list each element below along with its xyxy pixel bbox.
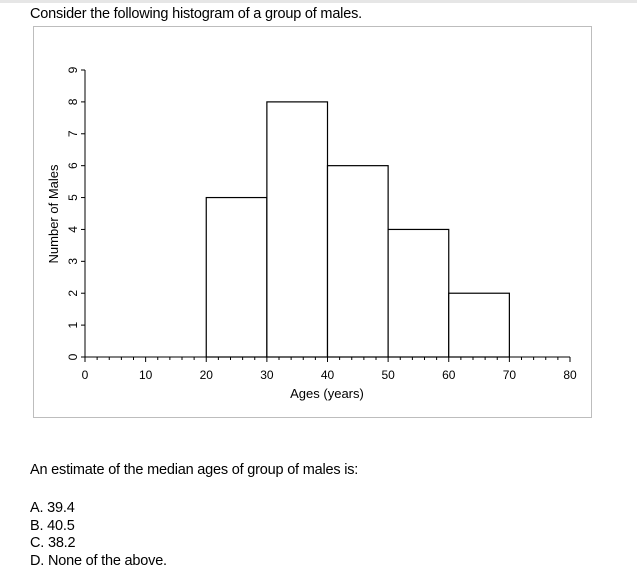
- histogram-bar-20-30: [205, 196, 268, 358]
- option-text: 40.5: [47, 517, 75, 534]
- x-axis-title: Ages (years): [290, 386, 364, 401]
- x-tick-label-40: 40: [321, 368, 335, 382]
- histogram-bar-30-40: [266, 101, 329, 358]
- option-b[interactable]: B. 40.5: [30, 518, 167, 536]
- histogram-bar-60-70: [448, 292, 510, 358]
- y-tick-label-5: 5: [66, 194, 80, 201]
- y-tick-label-6: 6: [66, 162, 80, 169]
- y-axis-title: Number of Males: [46, 164, 61, 263]
- option-letter: B.: [30, 517, 44, 534]
- y-axis-title-group: Number of Males: [46, 164, 61, 263]
- x-tick-label-20: 20: [200, 368, 214, 382]
- option-text: 39.4: [47, 500, 75, 516]
- y-tick-label-0: 0: [66, 353, 80, 360]
- top-divider: [0, 0, 637, 3]
- y-tick-label-8: 8: [66, 98, 80, 105]
- x-tick-label-10: 10: [139, 368, 153, 382]
- option-letter: A.: [30, 500, 44, 516]
- y-tick-label-3: 3: [66, 258, 80, 265]
- option-text: None of the above.: [47, 552, 167, 569]
- answer-options: A. 39.4 B. 40.5 C. 38.2 D. None of the a…: [30, 500, 167, 570]
- y-tick-label-1: 1: [66, 321, 80, 328]
- y-tick-label-7: 7: [66, 130, 80, 137]
- x-tick-label-50: 50: [381, 368, 395, 382]
- y-tick-label-9: 9: [66, 66, 80, 73]
- question-prompt: An estimate of the median ages of group …: [30, 462, 359, 478]
- histogram-bar-40-50: [326, 165, 389, 358]
- option-letter: C.: [30, 535, 45, 551]
- option-d[interactable]: D. None of the above.: [30, 553, 167, 571]
- option-c[interactable]: C. 38.2: [30, 535, 167, 553]
- option-text: 38.2: [47, 535, 76, 551]
- y-tick-label-4: 4: [66, 226, 80, 233]
- x-tick-label-0: 0: [82, 368, 89, 382]
- x-tick-label-70: 70: [503, 368, 517, 382]
- question-intro: Consider the following histogram of a gr…: [30, 6, 362, 22]
- option-a[interactable]: A. 39.4: [30, 500, 167, 518]
- y-tick-label-2: 2: [66, 290, 80, 297]
- histogram-bar-50-60: [387, 228, 450, 358]
- x-tick-label-60: 60: [442, 368, 456, 382]
- x-tick-label-80: 80: [563, 368, 577, 382]
- option-letter: D.: [30, 552, 45, 569]
- x-tick-label-30: 30: [260, 368, 274, 382]
